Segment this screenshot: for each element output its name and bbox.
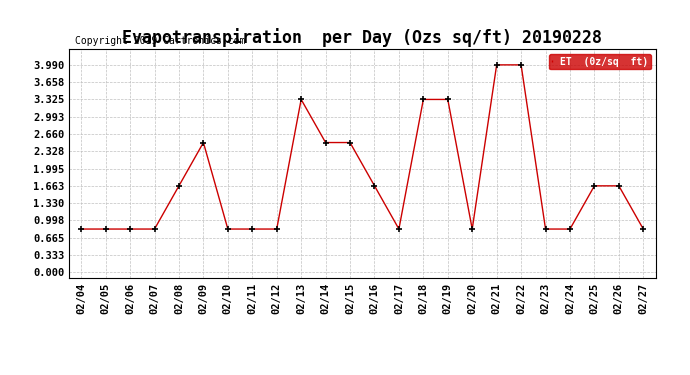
- Title: Evapotranspiration  per Day (Ozs sq/ft) 20190228: Evapotranspiration per Day (Ozs sq/ft) 2…: [122, 28, 602, 47]
- Text: Copyright 2019 Cartronics.com: Copyright 2019 Cartronics.com: [75, 36, 245, 46]
- Legend: ET  (0z/sq  ft): ET (0z/sq ft): [549, 54, 651, 69]
